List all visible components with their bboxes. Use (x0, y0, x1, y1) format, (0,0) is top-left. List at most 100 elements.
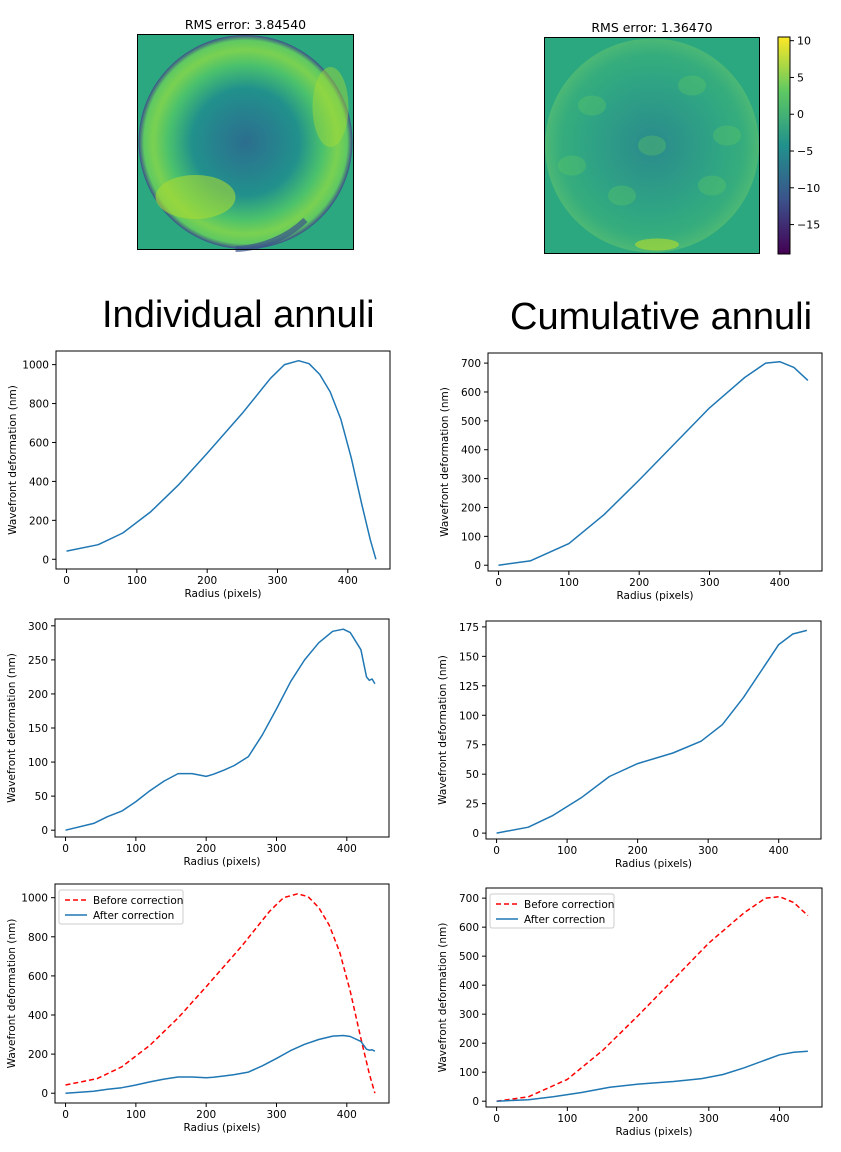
y-tick-label: 500 (459, 951, 479, 963)
heatmap-disc (545, 38, 759, 253)
series-line-main (496, 629, 808, 834)
colorbar-tick-label: −15 (797, 219, 820, 232)
x-tick-label: 0 (495, 577, 502, 589)
y-tick-label: 200 (28, 1049, 48, 1061)
series-line-after-correction (496, 1050, 808, 1102)
y-tick-label: 0 (42, 554, 49, 566)
y-tick-label: 600 (29, 437, 49, 449)
x-tick-label: 400 (769, 845, 789, 857)
y-tick-label: 100 (459, 1067, 479, 1079)
x-tick-label: 200 (628, 1113, 648, 1125)
y-tick-label: 100 (459, 710, 479, 722)
colorbar-tick-label: 0 (797, 108, 804, 121)
y-tick-label: 1000 (22, 360, 49, 372)
x-tick-label: 0 (493, 845, 500, 857)
y-tick-label: 200 (461, 502, 481, 514)
y-tick-label: 0 (472, 1096, 479, 1108)
x-tick-label: 400 (770, 577, 790, 589)
plot-area (54, 618, 390, 838)
y-tick-label: 175 (459, 622, 479, 634)
x-tick-label: 200 (628, 845, 648, 857)
plot-area (487, 352, 823, 572)
heatmap-patch (713, 125, 741, 146)
colorbar: 10 5 0 −5 −10 −15 (777, 35, 820, 255)
y-tick-label: 200 (28, 689, 48, 701)
x-axis-label: Radius (pixels) (615, 1126, 692, 1138)
heatmap-patch (608, 185, 636, 206)
x-tick-label: 200 (629, 577, 649, 589)
y-tick-label: 400 (461, 445, 481, 457)
x-tick-label: 400 (337, 843, 357, 855)
map-right: RMS error: 1.36470 10 5 0 −5 −10 −15 (544, 20, 820, 255)
y-tick-label: 1000 (21, 893, 48, 905)
x-tick-label: 300 (699, 577, 719, 589)
heatmap-patch (698, 175, 726, 196)
chart-ind-2: 0 100 200 300 400 0 50 100 150 200 250 300 Radius (p… (6, 618, 390, 868)
x-tick-label: 100 (559, 577, 579, 589)
chart-ind-3: 0 100 200 300 400 0 200 400 600 800 1000 Radius (pi… (6, 883, 390, 1134)
y-axis-label: Wavefront deformation (nm) (439, 387, 451, 537)
chart-ind-1: 0 100 200 300 400 0 200 400 600 800 1000 Radius (pi… (7, 350, 391, 600)
series-line-main (66, 359, 377, 560)
x-tick-label: 400 (337, 1109, 357, 1121)
legend-entry: Before correction (93, 895, 183, 907)
series-line-main (498, 360, 809, 566)
x-axis-label: Radius (pixels) (616, 590, 693, 602)
x-axis-label: Radius (pixels) (183, 1122, 260, 1134)
heatmap-hotspot (312, 67, 349, 147)
plot-area (485, 620, 822, 840)
heatmap-edge-low (235, 217, 308, 252)
y-tick-label: 0 (41, 1088, 48, 1100)
heading-cumulative-annuli: Cumulative annuli (510, 296, 813, 338)
y-tick-label: 100 (461, 531, 481, 543)
y-tick-label: 500 (461, 416, 481, 428)
x-tick-label: 300 (266, 843, 286, 855)
legend-entry: After correction (93, 910, 174, 922)
y-axis-label: Wavefront deformation (nm) (437, 923, 449, 1073)
heatmap-frame (544, 37, 760, 254)
series-line-after-correction (65, 1034, 376, 1094)
colorbar-tick-label: 10 (797, 35, 811, 48)
y-tick-label: 700 (461, 358, 481, 370)
x-tick-label: 0 (493, 1113, 500, 1125)
chart-cum-3: 0 100 200 300 400 0 100 200 300 400 500 600 700 Radiu… (437, 887, 823, 1138)
colorbar-tick-label: 5 (797, 71, 804, 84)
y-axis-label: Wavefront deformation (nm) (437, 655, 449, 805)
y-tick-label: 400 (29, 476, 49, 488)
legend: Before correction After correction (489, 893, 615, 929)
x-tick-label: 100 (126, 1109, 146, 1121)
y-tick-label: 0 (474, 560, 481, 572)
heatmap-hotspot (155, 175, 236, 219)
y-tick-label: 300 (28, 621, 48, 633)
y-tick-label: 400 (28, 1010, 48, 1022)
y-tick-label: 200 (459, 1038, 479, 1050)
y-tick-label: 700 (459, 893, 479, 905)
legend-entry: Before correction (524, 899, 614, 911)
x-tick-label: 400 (770, 1113, 790, 1125)
y-tick-label: 300 (461, 474, 481, 486)
heatmap-disc (138, 35, 353, 249)
y-tick-label: 0 (472, 828, 479, 840)
y-tick-label: 150 (459, 651, 479, 663)
heatmap-patch (638, 135, 666, 156)
x-tick-label: 0 (63, 575, 70, 587)
x-tick-label: 200 (196, 1109, 216, 1121)
legend-entry: After correction (524, 914, 605, 926)
x-tick-label: 200 (197, 575, 217, 587)
x-axis-label: Radius (pixels) (615, 858, 692, 870)
y-axis-label: Wavefront deformation (nm) (7, 385, 19, 535)
x-tick-label: 100 (557, 1113, 577, 1125)
x-tick-label: 100 (557, 845, 577, 857)
y-axis-label: Wavefront deformation (nm) (6, 653, 18, 803)
y-tick-label: 600 (459, 922, 479, 934)
y-tick-label: 250 (28, 655, 48, 667)
colorbar-tick-label: −10 (797, 182, 820, 195)
y-tick-label: 150 (28, 723, 48, 735)
y-tick-label: 800 (29, 399, 49, 411)
colorbar-tick-label: −5 (797, 145, 813, 158)
x-tick-label: 100 (127, 575, 147, 587)
chart-cum-1: 0 100 200 300 400 0 100 200 300 400 500 600 700 Radiu… (439, 352, 823, 602)
map-left: RMS error: 3.84540 (137, 17, 354, 252)
y-tick-label: 800 (28, 932, 48, 944)
